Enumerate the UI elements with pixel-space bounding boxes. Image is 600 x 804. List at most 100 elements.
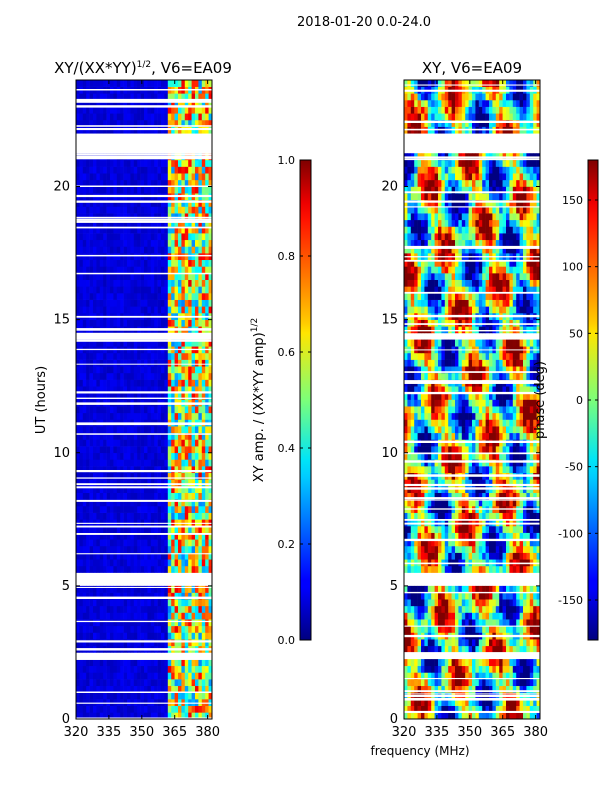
heatmap-cell	[171, 353, 175, 360]
heatmap-cell	[96, 266, 100, 273]
heatmap-cell	[168, 519, 172, 526]
heatmap-cell	[127, 233, 131, 240]
heatmap-cell	[195, 506, 199, 513]
heatmap-cell	[198, 446, 202, 453]
heatmap-cell	[141, 160, 145, 167]
heatmap-cell	[83, 639, 87, 646]
heatmap-cell	[158, 439, 162, 446]
heatmap-cell	[431, 679, 435, 686]
heatmap-cell	[421, 546, 425, 553]
heatmap-cell	[168, 80, 172, 87]
heatmap-cell	[424, 679, 428, 686]
heatmap-cell	[144, 320, 148, 327]
heatmap-cell	[141, 666, 145, 673]
heatmap-cell	[465, 679, 469, 686]
heatmap-cell	[120, 626, 124, 633]
heatmap-cell	[479, 546, 483, 553]
heatmap-cell	[407, 606, 411, 613]
heatmap-cell	[523, 626, 527, 633]
heatmap-cell	[164, 519, 168, 526]
heatmap-cell	[520, 599, 524, 606]
heatmap-cell	[107, 260, 111, 267]
heatmap-cell	[117, 632, 121, 639]
heatmap-cell	[479, 606, 483, 613]
heatmap-cell	[492, 712, 496, 719]
heatmap-cell	[438, 606, 442, 613]
heatmap-cell	[198, 280, 202, 287]
heatmap-cell	[90, 260, 94, 267]
heatmap-cell	[147, 366, 151, 373]
heatmap-cell	[100, 286, 104, 293]
heatmap-cell	[175, 459, 179, 466]
heatmap-cell	[438, 712, 442, 719]
heatmap-cell	[489, 553, 493, 560]
heatmap-cell	[144, 619, 148, 626]
heatmap-cell	[438, 666, 442, 673]
heatmap-cell	[181, 659, 185, 666]
heatmap-cell	[130, 606, 134, 613]
heatmap-cell	[175, 233, 179, 240]
heatmap-cell	[418, 626, 422, 633]
heatmap-cell	[144, 672, 148, 679]
heatmap-cell	[171, 266, 175, 273]
heatmap-cell	[520, 566, 524, 573]
heatmap-cell	[168, 406, 172, 413]
heatmap-cell	[96, 413, 100, 420]
heatmap-cell	[421, 586, 425, 593]
heatmap-cell	[79, 373, 83, 380]
heatmap-cell	[90, 113, 94, 120]
heatmap-cell	[175, 113, 179, 120]
heatmap-cell	[188, 666, 192, 673]
heatmap-cell	[171, 639, 175, 646]
heatmap-cell	[137, 606, 141, 613]
heatmap-cell	[424, 599, 428, 606]
heatmap-cell	[171, 446, 175, 453]
heatmap-cell	[188, 453, 192, 460]
heatmap-cell	[164, 439, 168, 446]
heatmap-cell	[513, 712, 517, 719]
heatmap-cell	[86, 107, 90, 114]
heatmap-cell	[192, 320, 196, 327]
heatmap-cell	[475, 619, 479, 626]
heatmap-cell	[151, 519, 155, 526]
heatmap-cell	[458, 513, 462, 520]
heatmap-cell	[198, 513, 202, 520]
heatmap-cell	[96, 286, 100, 293]
heatmap-cell	[455, 546, 459, 553]
heatmap-cell	[151, 380, 155, 387]
heatmap-cell	[530, 586, 534, 593]
heatmap-cell	[175, 167, 179, 174]
heatmap-cell	[164, 619, 168, 626]
heatmap-cell	[462, 613, 466, 620]
heatmap-cell	[161, 260, 165, 267]
heatmap-cell	[458, 593, 462, 600]
heatmap-cell	[93, 506, 97, 513]
heatmap-cell	[103, 519, 107, 526]
heatmap-cell	[86, 659, 90, 666]
heatmap-cell	[198, 373, 202, 380]
heatmap-cell	[130, 639, 134, 646]
heatmap-cell	[154, 206, 158, 213]
heatmap-cell	[185, 160, 189, 167]
heatmap-cell	[175, 160, 179, 167]
heatmap-cell	[202, 240, 206, 247]
heatmap-cell	[506, 546, 510, 553]
heatmap-cell	[188, 679, 192, 686]
heatmap-cell	[137, 692, 141, 699]
heatmap-cell	[86, 666, 90, 673]
heatmap-cell	[192, 406, 196, 413]
heatmap-cell	[96, 632, 100, 639]
heatmap-cell	[175, 659, 179, 666]
heatmap-cell	[103, 160, 107, 167]
heatmap-cell	[141, 446, 145, 453]
heatmap-cell	[134, 246, 138, 253]
heatmap-cell	[154, 599, 158, 606]
heatmap-cell	[110, 506, 114, 513]
heatmap-cell	[127, 320, 131, 327]
heatmap-cell	[441, 526, 445, 533]
heatmap-cell	[134, 699, 138, 706]
heatmap-cell	[151, 672, 155, 679]
heatmap-cell	[110, 699, 114, 706]
flag-stripe	[76, 658, 212, 659]
